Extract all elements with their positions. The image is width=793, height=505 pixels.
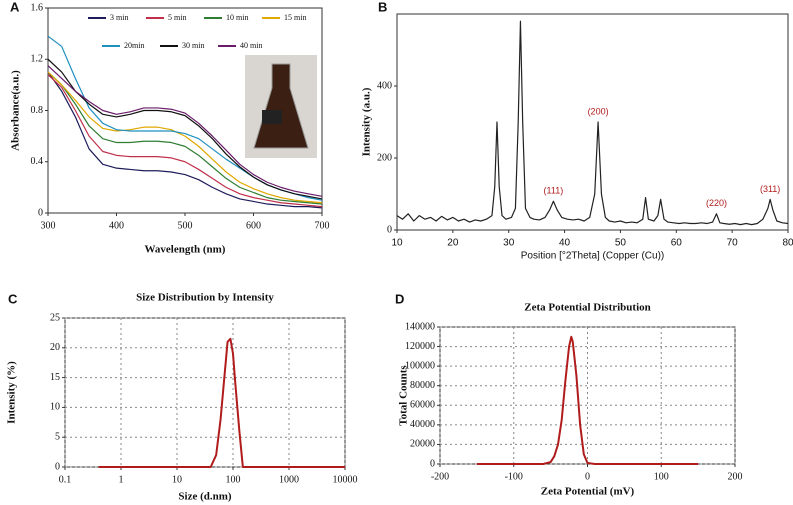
y-axis-label: Intensity (a.u.) xyxy=(361,87,373,156)
panel-letter: C xyxy=(8,291,18,306)
y-tick-label: 20000 xyxy=(410,439,435,450)
y-tick-label: 1.2 xyxy=(31,54,44,65)
y-tick-label: 20 xyxy=(50,342,60,353)
peak-annotation: (200) xyxy=(588,106,609,116)
y-tick-label: 1.6 xyxy=(31,2,44,13)
y-axis-label: Absorbance(a.u.) xyxy=(10,70,22,151)
peak-annotation: (311) xyxy=(760,184,780,194)
y-tick-label: 80000 xyxy=(410,380,435,391)
y-tick-label: 5 xyxy=(55,431,60,442)
data-line xyxy=(47,71,323,204)
panel-letter: D xyxy=(395,291,404,306)
y-tick-label: 100000 xyxy=(405,360,435,371)
y-tick-label: 200 xyxy=(377,152,392,163)
x-tick-label: 10 xyxy=(172,474,182,485)
x-axis-label: Zeta Potential (mV) xyxy=(541,486,635,498)
x-axis-label: Wavelength (nm) xyxy=(145,244,226,256)
y-axis-label: Intensity (%) xyxy=(6,361,18,424)
legend-label: 40 min xyxy=(240,41,262,50)
data-line xyxy=(47,71,323,205)
y-tick-label: 15 xyxy=(50,372,60,383)
x-tick-label: 10000 xyxy=(333,474,358,485)
flask xyxy=(253,63,309,149)
data-line xyxy=(476,335,699,465)
x-tick-label: 700 xyxy=(315,220,330,231)
y-tick-label: 0 xyxy=(387,224,392,235)
x-tick-label: 600 xyxy=(246,220,261,231)
panel-letter: A xyxy=(10,0,20,14)
peak-annotation: (220) xyxy=(706,198,727,208)
x-axis-label: Size (d.nm) xyxy=(178,491,232,503)
x-tick-label: 50 xyxy=(615,238,627,249)
x-tick-label: 30 xyxy=(503,238,515,249)
y-tick-label: 0 xyxy=(38,207,43,218)
x-tick-label: 0 xyxy=(585,471,590,482)
flask-photo xyxy=(245,55,317,158)
peak-annotation: (111) xyxy=(544,186,564,196)
x-tick-label: 100 xyxy=(226,474,241,485)
y-tick-label: 140000 xyxy=(405,321,435,332)
y-axis-label: Total Counts xyxy=(398,365,410,426)
x-tick-label: 1 xyxy=(119,474,124,485)
x-tick-label: 0.1 xyxy=(59,474,72,485)
x-tick-label: -100 xyxy=(505,471,523,482)
y-tick-label: 400 xyxy=(377,80,392,91)
chart-title: Zeta Potential Distribution xyxy=(524,302,651,314)
x-tick-label: 300 xyxy=(41,220,56,231)
y-tick-label: 40000 xyxy=(410,419,435,430)
flask-label xyxy=(262,110,282,124)
y-tick-label: 120000 xyxy=(405,341,435,352)
y-tick-label: 60000 xyxy=(410,400,435,411)
data-line xyxy=(47,74,323,208)
y-tick-label: 0 xyxy=(430,458,435,469)
plot-frame xyxy=(64,317,346,468)
y-tick-label: 25 xyxy=(50,312,60,323)
data-line xyxy=(396,20,789,226)
x-tick-label: 10 xyxy=(391,238,403,249)
x-tick-label: 200 xyxy=(728,471,743,482)
panel-letter: B xyxy=(378,0,387,14)
x-tick-label: 80 xyxy=(782,238,793,249)
legend-label: 3 min xyxy=(110,13,128,22)
plot-frame xyxy=(396,13,789,231)
x-tick-label: 70 xyxy=(727,238,739,249)
x-tick-label: 1000 xyxy=(279,474,299,485)
y-tick-label: 10 xyxy=(50,402,60,413)
x-tick-label: 100 xyxy=(654,471,669,482)
x-tick-label: 20 xyxy=(447,238,459,249)
data-line xyxy=(47,71,323,209)
legend-label: 20min xyxy=(124,41,144,50)
x-tick-label: 400 xyxy=(109,220,124,231)
y-tick-label: 0.4 xyxy=(31,156,44,167)
y-tick-label: 0 xyxy=(55,461,60,472)
legend-label: 10 min xyxy=(226,13,248,22)
legend-label: 5 min xyxy=(168,13,186,22)
x-tick-label: -200 xyxy=(431,471,449,482)
data-line xyxy=(47,58,323,200)
legend-label: 30 min xyxy=(182,41,204,50)
chart-title: Size Distribution by Intensity xyxy=(136,292,274,304)
legend-label: 15 min xyxy=(284,13,306,22)
x-tick-label: 500 xyxy=(178,220,193,231)
x-tick-label: 60 xyxy=(671,238,683,249)
data-line xyxy=(98,337,345,468)
y-tick-label: 0.8 xyxy=(31,105,44,116)
data-line xyxy=(47,65,323,197)
x-tick-label: 40 xyxy=(559,238,571,249)
x-axis-label: Position [°2Theta] (Copper (Cu)) xyxy=(521,251,665,262)
